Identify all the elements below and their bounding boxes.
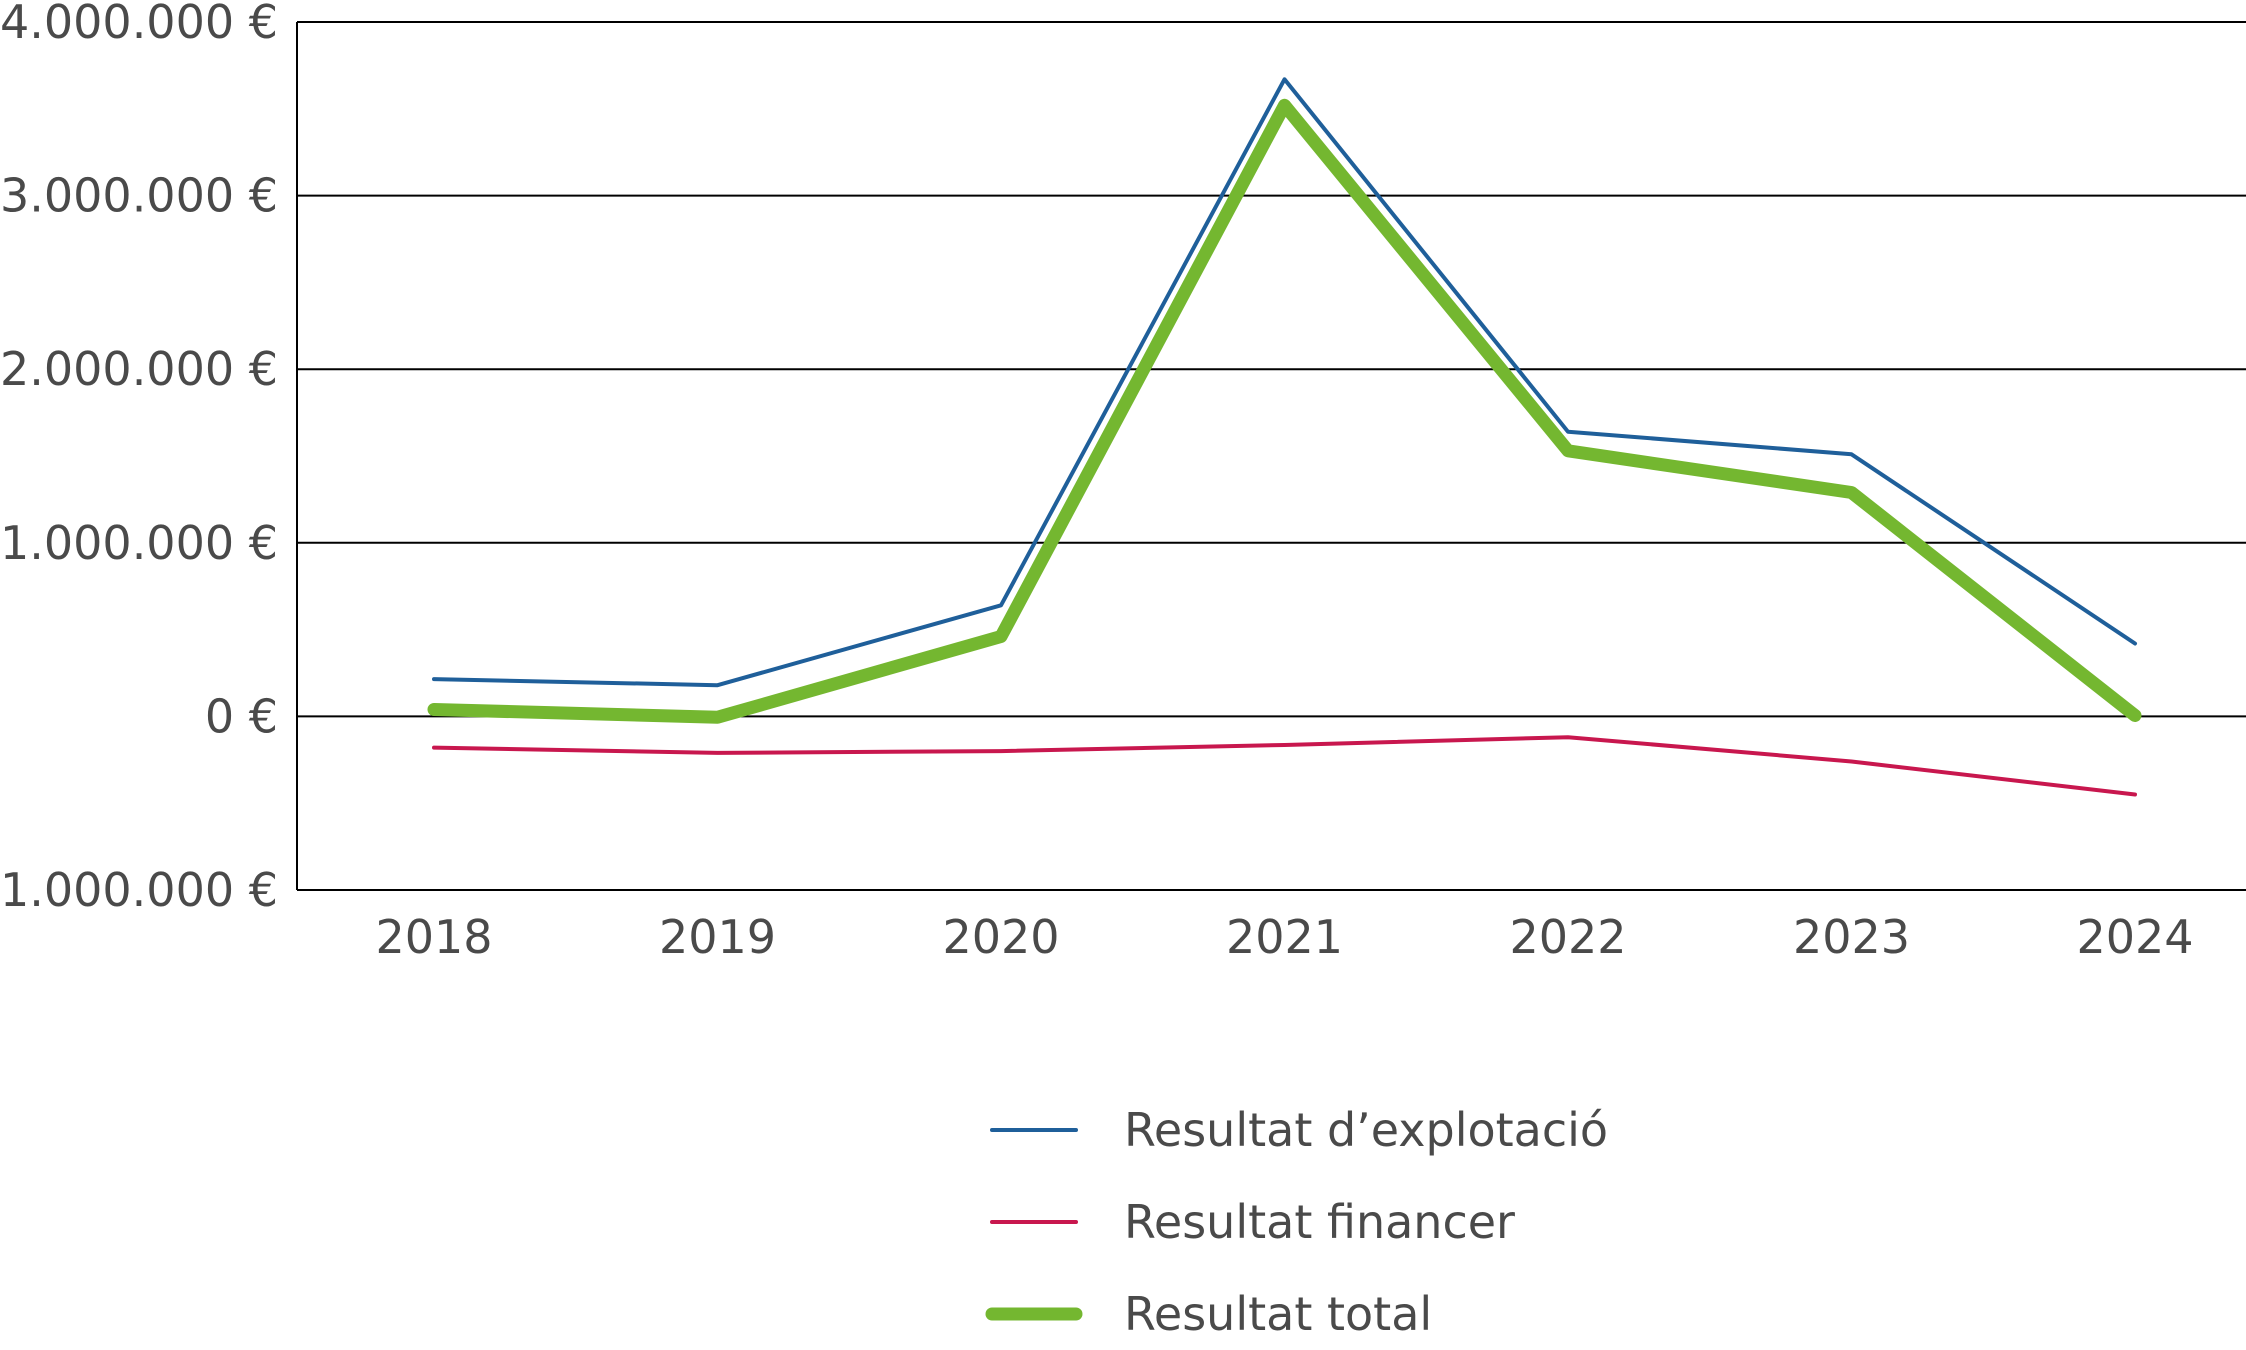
x-tick-label-2018: 2018 — [375, 910, 492, 964]
x-tick-label-2022: 2022 — [1509, 910, 1626, 964]
series-line-0 — [432, 77, 2137, 688]
x-tick-label-2023: 2023 — [1793, 910, 1910, 964]
series-line-2 — [427, 98, 2142, 724]
x-tick-label-2019: 2019 — [659, 910, 776, 964]
x-tick-label-2021: 2021 — [1226, 910, 1343, 964]
x-tick-label-2024: 2024 — [2076, 910, 2193, 964]
legend-label-1: Resultat financer — [1124, 1195, 1515, 1249]
y-tick-label-1: 3.000.000 € — [0, 169, 278, 223]
y-tick-label-5: -1.000.000 € — [0, 863, 278, 917]
legend-label-2: Resultat total — [1124, 1287, 1432, 1341]
series-line-1 — [432, 735, 2137, 797]
y-tick-label-0: 4.000.000 € — [0, 0, 278, 49]
y-tick-label-3: 1.000.000 € — [0, 516, 278, 570]
x-tick-label-2020: 2020 — [942, 910, 1059, 964]
y-tick-label-4: 0 € — [205, 689, 278, 743]
y-tick-label-2: 2.000.000 € — [0, 342, 278, 396]
legend-label-0: Resultat d’explotació — [1124, 1103, 1608, 1157]
